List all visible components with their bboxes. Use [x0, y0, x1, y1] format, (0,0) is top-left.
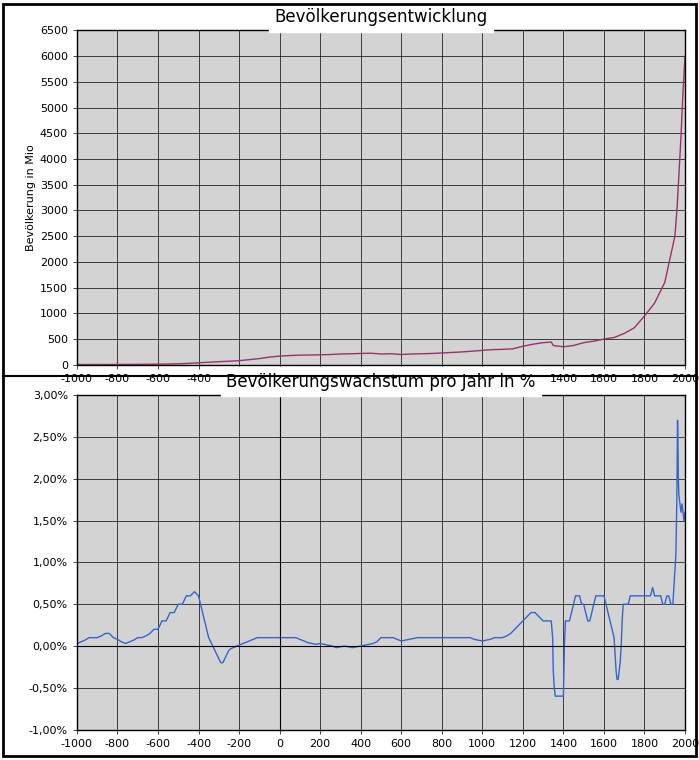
Title: Bevölkerungsentwicklung: Bevölkerungsentwicklung: [274, 8, 488, 26]
Title: Bevölkerungswachstum pro Jahr in %: Bevölkerungswachstum pro Jahr in %: [226, 373, 535, 391]
Y-axis label: Bevölkerung in Mio: Bevölkerung in Mio: [26, 144, 36, 251]
